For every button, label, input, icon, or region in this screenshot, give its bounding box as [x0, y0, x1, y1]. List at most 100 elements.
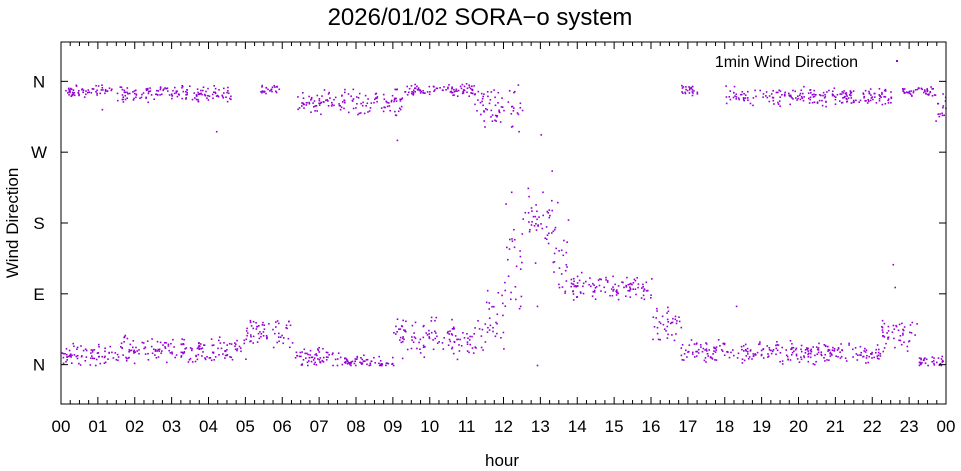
data-point [471, 335, 473, 338]
data-point [262, 331, 265, 333]
data-point [90, 357, 92, 359]
data-point [631, 283, 633, 286]
data-point [476, 110, 478, 112]
data-point [79, 364, 82, 366]
data-point [836, 349, 839, 351]
x-tick-label: 19 [752, 417, 771, 436]
data-point [466, 91, 468, 93]
data-point [465, 83, 468, 85]
data-point [69, 353, 72, 356]
data-point [617, 292, 619, 295]
data-point [189, 85, 191, 87]
data-point [817, 349, 820, 351]
data-point [863, 350, 865, 352]
data-point [325, 356, 328, 358]
data-point [469, 343, 471, 346]
data-point [197, 93, 200, 96]
data-point [250, 325, 253, 327]
data-point [680, 347, 683, 349]
data-point [908, 340, 911, 342]
data-point [496, 322, 498, 325]
data-point [723, 343, 726, 346]
data-point [884, 88, 887, 91]
data-point [835, 355, 837, 357]
data-point [775, 344, 777, 347]
data-point [560, 249, 563, 252]
data-point [146, 340, 149, 342]
data-point [61, 352, 64, 354]
data-point [497, 292, 500, 294]
data-point [187, 361, 190, 363]
data-point [740, 93, 742, 96]
data-point [696, 350, 698, 353]
data-point [108, 352, 110, 354]
x-tick-label: 04 [199, 417, 218, 436]
data-point [574, 285, 577, 287]
data-point [561, 286, 564, 288]
data-point [942, 93, 944, 95]
data-point [369, 364, 372, 366]
data-point [682, 86, 685, 88]
data-point [907, 92, 910, 94]
data-point [93, 357, 96, 360]
data-point [926, 88, 928, 90]
data-point [234, 348, 237, 351]
data-point [831, 93, 834, 95]
data-point [73, 354, 76, 356]
data-point [701, 350, 704, 353]
data-point [531, 221, 533, 223]
data-point [123, 336, 125, 339]
data-point [366, 363, 368, 366]
data-point [674, 318, 677, 321]
data-point [278, 340, 280, 343]
data-point [310, 356, 313, 359]
data-point [261, 91, 263, 94]
data-point [463, 85, 466, 88]
data-point [894, 346, 896, 349]
data-point [920, 358, 922, 361]
data-point [418, 341, 420, 344]
data-point [898, 339, 900, 342]
data-point [211, 344, 214, 347]
data-point [870, 94, 872, 96]
data-point [706, 353, 709, 355]
data-point [399, 339, 401, 341]
data-point [715, 359, 718, 361]
data-point [424, 346, 426, 348]
data-point [316, 354, 318, 357]
data-point [298, 355, 301, 358]
data-point [447, 86, 449, 89]
data-point [282, 342, 284, 345]
data-point [558, 286, 561, 289]
data-point [593, 284, 595, 286]
data-point [501, 294, 503, 297]
data-point [714, 351, 717, 353]
data-point [399, 100, 402, 102]
data-point [191, 361, 194, 363]
data-point [839, 357, 842, 359]
data-point [134, 351, 137, 353]
data-point [218, 339, 220, 342]
data-point [329, 97, 331, 99]
data-point [474, 346, 476, 348]
data-point [344, 357, 346, 359]
data-point [791, 351, 794, 354]
data-point [454, 335, 457, 337]
data-point [759, 341, 761, 343]
data-point [800, 356, 802, 358]
data-point [403, 329, 405, 331]
data-point [876, 357, 879, 360]
x-tick-label: 16 [642, 417, 661, 436]
data-point [451, 318, 453, 321]
data-point [468, 86, 471, 88]
data-point [815, 360, 817, 363]
data-point [275, 321, 277, 323]
data-point [697, 348, 700, 351]
data-point [308, 95, 310, 98]
data-point [536, 364, 539, 367]
data-point [553, 261, 556, 263]
data-point [479, 101, 482, 104]
data-point [383, 98, 386, 100]
data-point [833, 348, 836, 350]
data-point [800, 358, 803, 361]
